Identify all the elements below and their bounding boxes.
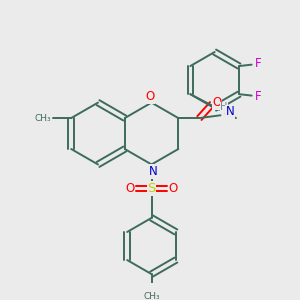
Text: F: F [254, 57, 261, 70]
Text: N: N [148, 165, 157, 178]
Text: CH₃: CH₃ [35, 114, 51, 123]
Text: O: O [169, 182, 178, 195]
Text: S: S [147, 182, 156, 195]
Text: N: N [226, 105, 235, 119]
Text: CH₃: CH₃ [143, 292, 160, 300]
Text: O: O [146, 90, 155, 103]
Text: O: O [212, 96, 222, 109]
Text: H: H [220, 102, 228, 112]
Text: O: O [125, 182, 134, 195]
Text: F: F [254, 91, 261, 103]
